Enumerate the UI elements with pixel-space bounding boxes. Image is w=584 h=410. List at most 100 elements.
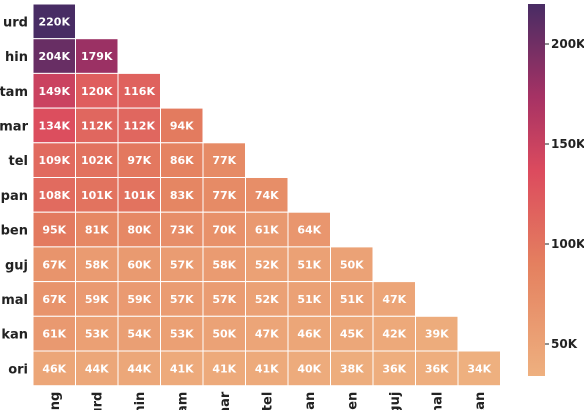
colorbar-tick-label: 200K: [551, 37, 584, 51]
y-tick-label: guj: [5, 258, 28, 273]
y-tick-label: urd: [3, 15, 28, 30]
heatmap-cell: [32, 315, 76, 352]
heatmap-cell: [287, 211, 331, 248]
heatmap-cell: [32, 211, 76, 248]
cell-value-label: 204K: [39, 50, 71, 63]
cell-value-label: 83K: [170, 189, 194, 202]
heatmap-cell: [32, 3, 76, 40]
cell-value-label: 41K: [212, 362, 236, 375]
cell-value-label: 57K: [170, 258, 194, 271]
heatmap-cell: [457, 350, 501, 387]
heatmap-cell: [202, 350, 246, 387]
colorbar-ticks: 50K 100K 150K 200K: [545, 37, 584, 351]
y-tick-label: mal: [1, 293, 28, 308]
cell-value-label: 80K: [127, 224, 151, 237]
cell-value-label: 73K: [170, 224, 194, 237]
cell-value-label: 51K: [297, 293, 321, 306]
cell-value-label: 41K: [170, 362, 194, 375]
heatmap-cell: [117, 72, 161, 109]
heatmap-cell: [287, 350, 331, 387]
heatmap-cell: [245, 177, 289, 213]
cell-value-label: 149K: [39, 85, 71, 98]
heatmap-cell: [202, 315, 246, 352]
cell-value-label: 120K: [81, 85, 113, 98]
heatmap-cell: [160, 107, 204, 144]
cell-value-label: 81K: [85, 224, 109, 237]
y-tick-label: tel: [9, 154, 29, 169]
x-tick-label: guj: [388, 392, 403, 410]
cell-value-label: 220K: [39, 15, 71, 28]
heatmap-cells: 220K 204K 179K 149K 120K 116K 134K 112K 112K 94K 1…: [32, 3, 501, 387]
cell-value-label: 34K: [467, 362, 491, 375]
heatmap-cell: [117, 315, 161, 352]
x-axis-labels: eng urd hin tam mar tel pan ben guj mal kan: [48, 391, 488, 410]
x-tick-label: ben: [346, 392, 361, 410]
x-tick-label: tel: [261, 392, 276, 410]
heatmap-cell: [245, 211, 289, 248]
heatmap-cell: [160, 315, 204, 352]
cell-value-label: 36K: [425, 362, 449, 375]
cell-value-label: 54K: [127, 328, 151, 341]
colorbar-tick-label: 100K: [551, 237, 584, 251]
heatmap-cell: [160, 177, 204, 213]
cell-value-label: 41K: [255, 362, 279, 375]
heatmap-cell: [245, 315, 289, 352]
y-tick-label: pan: [1, 189, 28, 204]
x-tick-label: pan: [303, 392, 318, 410]
colorbar-tick-label: 150K: [551, 137, 584, 151]
cell-value-label: 44K: [85, 362, 109, 375]
y-tick-label: kan: [1, 328, 28, 343]
y-tick-label: ben: [1, 224, 28, 239]
y-tick-label: hin: [5, 50, 28, 65]
cell-value-label: 86K: [170, 154, 194, 167]
y-tick-label: ori: [8, 362, 28, 377]
cell-value-label: 64K: [297, 224, 321, 237]
heatmap-cell: [160, 281, 204, 317]
cell-value-label: 67K: [42, 293, 66, 306]
cell-value-label: 112K: [81, 119, 113, 132]
heatmap-cell: [245, 281, 289, 317]
cell-value-label: 38K: [340, 362, 364, 375]
cell-value-label: 59K: [85, 293, 109, 306]
heatmap-cell: [75, 211, 119, 248]
x-tick-label: mal: [431, 392, 446, 410]
cell-value-label: 58K: [212, 258, 236, 271]
cell-value-label: 77K: [212, 154, 236, 167]
x-tick-label: mar: [218, 391, 233, 410]
cell-value-label: 50K: [340, 258, 364, 271]
heatmap-cell: [372, 281, 416, 317]
cell-value-label: 50K: [212, 328, 236, 341]
cell-value-label: 57K: [212, 293, 236, 306]
heatmap-cell: [32, 246, 76, 283]
cell-value-label: 47K: [255, 328, 279, 341]
cell-value-label: 52K: [255, 258, 279, 271]
heatmap-cell: [32, 281, 76, 317]
cell-value-label: 67K: [42, 258, 66, 271]
y-axis-labels: urd hin tam mar tel pan ben guj mal kan ori: [0, 15, 29, 377]
cell-value-label: 53K: [170, 328, 194, 341]
cell-value-label: 108K: [39, 189, 71, 202]
x-tick-label: urd: [91, 392, 106, 410]
heatmap-cell: [415, 315, 459, 352]
heatmap-cell: [32, 177, 76, 213]
heatmap-cell: [32, 38, 76, 74]
colorbar-tick-label: 50K: [551, 337, 578, 351]
cell-value-label: 46K: [42, 362, 66, 375]
heatmap-cell: [160, 142, 204, 179]
heatmap-cell: [75, 107, 119, 144]
cell-value-label: 179K: [81, 50, 113, 63]
cell-value-label: 109K: [39, 154, 71, 167]
cell-value-label: 57K: [170, 293, 194, 306]
heatmap-cell: [160, 350, 204, 387]
heatmap-cell: [117, 177, 161, 213]
heatmap-cell: [75, 142, 119, 179]
heatmap-cell: [75, 315, 119, 352]
cell-value-label: 52K: [255, 293, 279, 306]
cell-value-label: 51K: [297, 258, 321, 271]
cell-value-label: 40K: [297, 362, 321, 375]
cell-value-label: 95K: [42, 224, 66, 237]
cell-value-label: 44K: [127, 362, 151, 375]
y-tick-label: mar: [0, 119, 29, 134]
heatmap-cell: [75, 177, 119, 213]
